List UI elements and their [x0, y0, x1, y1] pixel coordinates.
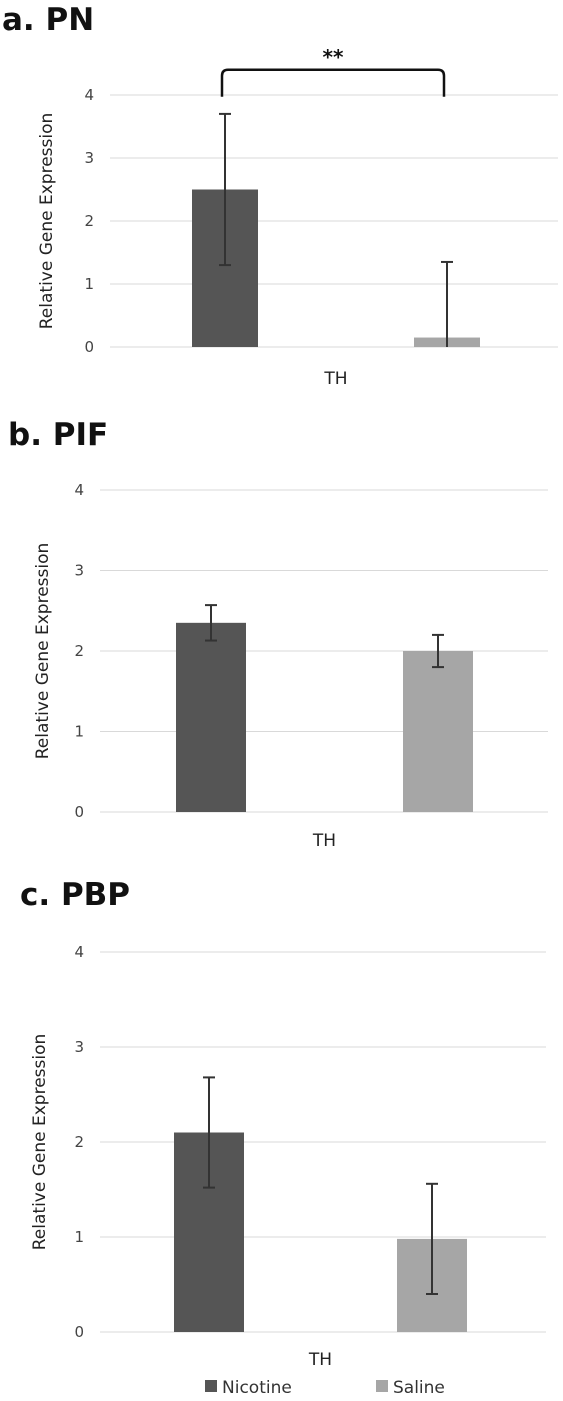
- bar-nicotine: [176, 622, 246, 812]
- y-axis-label: Relative Gene Expression: [30, 1034, 50, 1251]
- legend-swatch-saline: [376, 1380, 388, 1392]
- chart-panel-2: b. PIF 0 1 2 3 4 Relative Gene Expression TH: [8, 417, 548, 851]
- y-tick-label: 3: [74, 562, 84, 580]
- y-tick-label: 2: [84, 212, 94, 230]
- y-tick-label: 3: [84, 149, 94, 167]
- legend-swatch-nicotine: [205, 1380, 217, 1392]
- panels: a. PN 0 1 2 3 4 Relative Gene Expression TH ** b.…: [2, 2, 558, 1370]
- y-tick-label: 4: [74, 481, 84, 499]
- panel-title: a. PN: [2, 2, 94, 38]
- y-tick-label: 1: [74, 723, 84, 741]
- x-category-label: TH: [308, 1350, 332, 1370]
- bar-saline: [403, 651, 473, 812]
- x-category-label: TH: [323, 369, 347, 389]
- y-tick-label: 1: [74, 1228, 84, 1246]
- y-tick-label: 4: [84, 86, 94, 104]
- y-tick-label: 3: [74, 1038, 84, 1056]
- y-tick-label: 0: [74, 803, 84, 821]
- chart-panel-3: c. PBP 0 1 2 3 4 Relative Gene Expression TH: [20, 877, 546, 1370]
- legend: Nicotine Saline: [205, 1378, 445, 1398]
- significance-label: **: [323, 45, 344, 69]
- chart-panel-1: a. PN 0 1 2 3 4 Relative Gene Expression TH **: [2, 2, 558, 389]
- y-tick-label: 0: [84, 338, 94, 356]
- y-tick-label: 2: [74, 1133, 84, 1151]
- legend-label-nicotine: Nicotine: [222, 1378, 292, 1397]
- panel-title: b. PIF: [8, 417, 108, 453]
- y-tick-label: 0: [74, 1323, 84, 1341]
- significance-bracket: [220, 68, 446, 97]
- panel-title: c. PBP: [20, 877, 130, 913]
- y-tick-label: 4: [74, 943, 84, 961]
- y-axis-label: Relative Gene Expression: [33, 543, 53, 760]
- y-tick-label: 2: [74, 642, 84, 660]
- y-tick-label: 1: [84, 275, 94, 293]
- x-category-label: TH: [312, 831, 336, 851]
- legend-label-saline: Saline: [393, 1378, 445, 1397]
- y-axis-label: Relative Gene Expression: [37, 113, 57, 330]
